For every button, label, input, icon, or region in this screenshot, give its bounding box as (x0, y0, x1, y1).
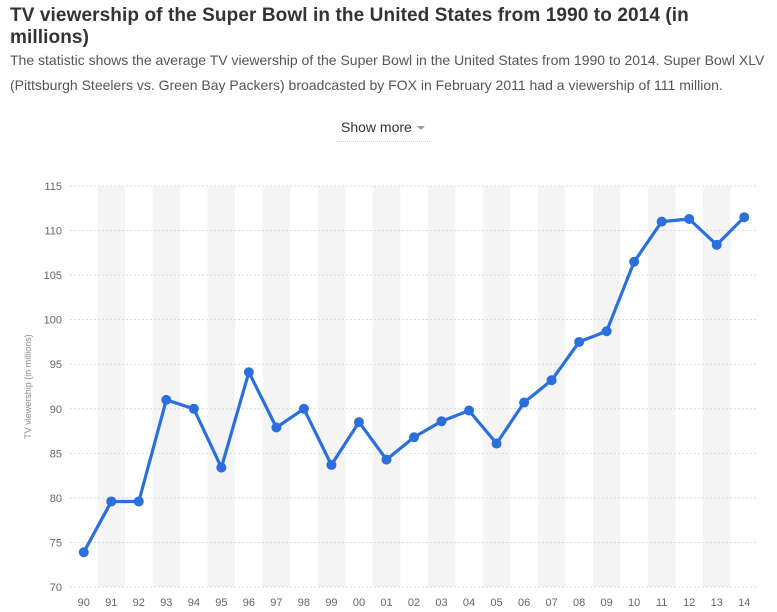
x-tick-label: 14 (738, 597, 750, 609)
y-tick-label: 80 (50, 493, 62, 505)
x-tick-label: 90 (78, 597, 90, 609)
data-point[interactable] (78, 547, 89, 558)
data-point[interactable] (546, 375, 557, 386)
data-point[interactable] (656, 216, 667, 227)
x-tick-label: 97 (270, 597, 282, 609)
column-band (317, 186, 346, 587)
x-tick-label: 09 (601, 597, 613, 609)
y-tick-label: 105 (44, 270, 62, 282)
data-points (78, 212, 750, 558)
x-tick-label: 06 (518, 597, 530, 609)
data-point[interactable] (629, 256, 640, 267)
data-point[interactable] (243, 367, 254, 378)
x-tick-label: 01 (380, 597, 392, 609)
x-tick-label: 99 (325, 597, 337, 609)
x-tick-label: 02 (408, 597, 420, 609)
x-tick-label: 08 (573, 597, 585, 609)
column-band (207, 186, 236, 587)
y-tick-label: 115 (44, 181, 62, 193)
y-tick-label: 90 (50, 404, 62, 416)
x-tick-label: 12 (683, 597, 695, 609)
series-line (82, 215, 746, 554)
data-point[interactable] (684, 213, 695, 224)
y-tick-label: 95 (50, 359, 62, 371)
y-axis-ticks: 70 75 80 85 90 95 100 105 110 115 (44, 181, 62, 594)
data-point[interactable] (161, 394, 172, 405)
column-band (592, 186, 621, 587)
x-tick-label: 04 (463, 597, 475, 609)
column-band (97, 186, 126, 587)
x-tick-label: 11 (656, 597, 667, 609)
data-point[interactable] (519, 397, 530, 408)
x-tick-label: 00 (353, 597, 365, 609)
column-band (702, 186, 731, 587)
x-tick-label: 10 (628, 597, 640, 609)
page-title: TV viewership of the Super Bowl in the U… (10, 5, 689, 48)
x-tick-label: 05 (490, 597, 502, 609)
show-more-label: Show more (341, 119, 412, 135)
column-band (372, 186, 401, 587)
column-bands (97, 186, 731, 587)
data-point[interactable] (353, 417, 364, 428)
data-point[interactable] (711, 239, 722, 250)
data-point[interactable] (601, 326, 612, 337)
data-point[interactable] (188, 403, 199, 414)
y-tick-label: 85 (50, 448, 62, 460)
y-tick-label: 100 (44, 315, 62, 327)
x-axis-ticks: 90 91 92 93 94 95 96 97 98 99 00 01 02 03 04 05 06 07 08 09… (78, 597, 751, 609)
x-tick-label: 92 (133, 597, 145, 609)
y-axis-label: TV viewership (in millions) (23, 334, 33, 439)
data-point[interactable] (216, 462, 227, 473)
data-point[interactable] (381, 454, 392, 465)
y-tick-label: 70 (50, 582, 62, 594)
column-band (152, 186, 181, 587)
y-tick-label: 75 (50, 537, 62, 549)
data-point[interactable] (298, 403, 309, 414)
x-tick-label: 91 (105, 597, 117, 609)
column-band (647, 186, 676, 587)
gridlines (70, 185, 758, 588)
column-band (427, 186, 456, 587)
data-point[interactable] (491, 438, 502, 449)
data-point[interactable] (271, 422, 282, 433)
column-band (482, 186, 511, 587)
data-point[interactable] (436, 416, 447, 427)
x-tick-label: 98 (298, 597, 310, 609)
data-point[interactable] (464, 405, 475, 416)
x-tick-label: 95 (215, 597, 227, 609)
x-tick-label: 13 (711, 597, 723, 609)
data-point[interactable] (106, 496, 117, 507)
x-tick-label: 03 (435, 597, 447, 609)
x-tick-label: 94 (188, 597, 200, 609)
description-text: The statistic shows the average TV viewe… (10, 52, 765, 93)
y-tick-label: 110 (44, 226, 62, 238)
x-tick-label: 93 (160, 597, 172, 609)
x-tick-label: 07 (545, 597, 557, 609)
column-band (262, 186, 291, 587)
data-point[interactable] (574, 336, 585, 347)
data-point[interactable] (409, 432, 419, 443)
data-point[interactable] (133, 496, 144, 507)
chevron-down-icon (417, 126, 425, 130)
x-tick-label: 96 (243, 597, 255, 609)
data-point[interactable] (326, 459, 337, 470)
data-point[interactable] (739, 212, 750, 223)
show-more-button[interactable]: Show more (336, 117, 432, 142)
